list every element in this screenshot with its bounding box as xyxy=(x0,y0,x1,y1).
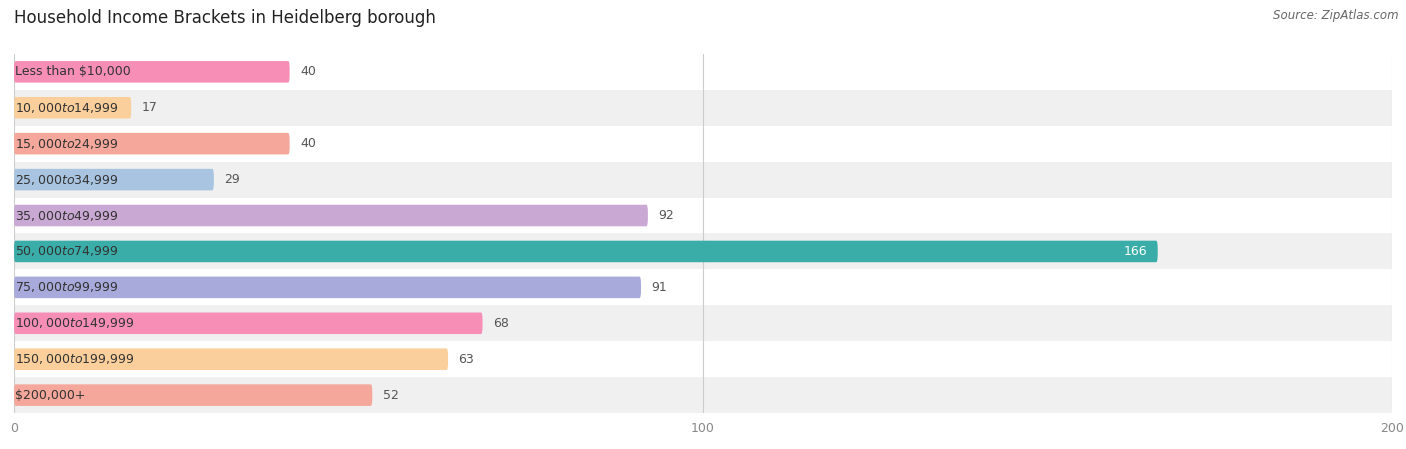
FancyBboxPatch shape xyxy=(14,133,290,154)
Bar xyxy=(14,305,1392,341)
Text: 40: 40 xyxy=(299,66,316,78)
Text: $100,000 to $149,999: $100,000 to $149,999 xyxy=(15,316,135,330)
FancyBboxPatch shape xyxy=(14,384,373,406)
Text: $150,000 to $199,999: $150,000 to $199,999 xyxy=(15,352,135,366)
Text: $25,000 to $34,999: $25,000 to $34,999 xyxy=(15,172,118,187)
Text: Less than $10,000: Less than $10,000 xyxy=(15,66,131,78)
Text: 40: 40 xyxy=(299,137,316,150)
Text: Household Income Brackets in Heidelberg borough: Household Income Brackets in Heidelberg … xyxy=(14,9,436,27)
Text: $15,000 to $24,999: $15,000 to $24,999 xyxy=(15,136,118,151)
Text: 92: 92 xyxy=(658,209,673,222)
FancyBboxPatch shape xyxy=(14,61,290,83)
FancyBboxPatch shape xyxy=(14,348,449,370)
Bar xyxy=(14,162,1392,198)
Text: 17: 17 xyxy=(142,101,157,114)
Bar xyxy=(14,126,1392,162)
FancyBboxPatch shape xyxy=(14,97,131,119)
Text: $35,000 to $49,999: $35,000 to $49,999 xyxy=(15,208,118,223)
FancyBboxPatch shape xyxy=(14,205,648,226)
Text: $75,000 to $99,999: $75,000 to $99,999 xyxy=(15,280,118,295)
Text: 91: 91 xyxy=(651,281,666,294)
Bar xyxy=(14,90,1392,126)
FancyBboxPatch shape xyxy=(14,169,214,190)
Bar xyxy=(14,54,1392,90)
Bar xyxy=(14,233,1392,269)
Text: 63: 63 xyxy=(458,353,474,365)
FancyBboxPatch shape xyxy=(14,241,1157,262)
Text: $10,000 to $14,999: $10,000 to $14,999 xyxy=(15,101,118,115)
Text: Source: ZipAtlas.com: Source: ZipAtlas.com xyxy=(1274,9,1399,22)
Bar xyxy=(14,198,1392,233)
FancyBboxPatch shape xyxy=(14,277,641,298)
Bar xyxy=(14,377,1392,413)
Text: $200,000+: $200,000+ xyxy=(15,389,86,401)
FancyBboxPatch shape xyxy=(14,313,482,334)
Text: 68: 68 xyxy=(494,317,509,330)
Text: $50,000 to $74,999: $50,000 to $74,999 xyxy=(15,244,118,259)
Text: 166: 166 xyxy=(1123,245,1147,258)
Text: 29: 29 xyxy=(224,173,240,186)
Bar xyxy=(14,269,1392,305)
Bar xyxy=(14,341,1392,377)
Text: 52: 52 xyxy=(382,389,398,401)
